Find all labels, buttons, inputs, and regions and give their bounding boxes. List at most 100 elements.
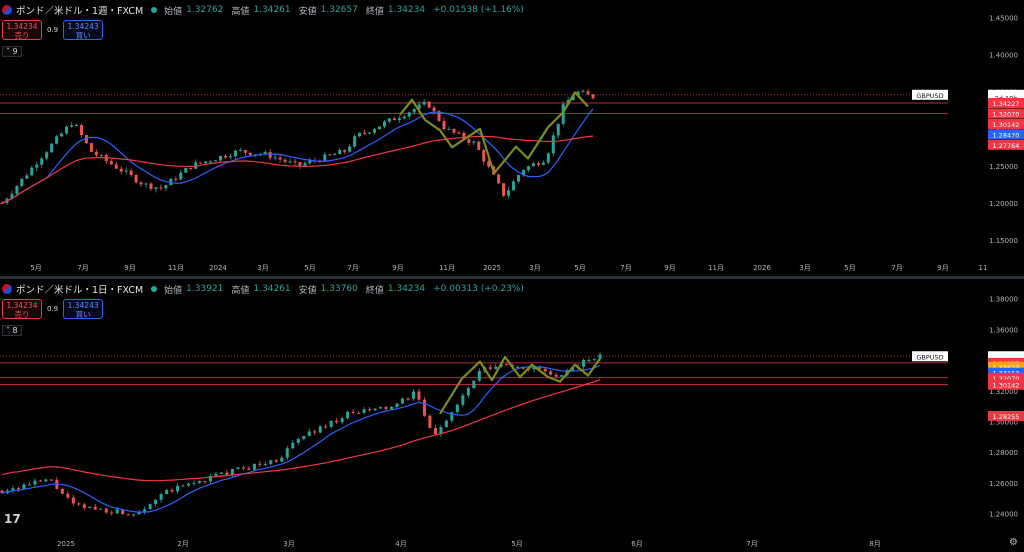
candle[interactable]: [517, 175, 521, 182]
candle[interactable]: [368, 409, 372, 411]
candle[interactable]: [560, 375, 564, 377]
candle[interactable]: [335, 420, 339, 423]
candle[interactable]: [0, 203, 4, 205]
candle[interactable]: [461, 395, 465, 405]
candle[interactable]: [269, 460, 273, 464]
symbol-title[interactable]: ポンド／米ドル・1週・FXCM: [16, 6, 144, 17]
candle[interactable]: [137, 511, 141, 515]
candle[interactable]: [512, 181, 516, 191]
candle[interactable]: [532, 366, 536, 370]
candle[interactable]: [149, 183, 153, 189]
candle[interactable]: [447, 128, 451, 130]
candle[interactable]: [114, 164, 118, 169]
candle[interactable]: [208, 476, 212, 482]
indicator-toggle[interactable]: ˅ 8: [2, 325, 22, 336]
candle[interactable]: [586, 91, 590, 95]
candle[interactable]: [497, 174, 501, 184]
weekly-chart-svg[interactable]: 1.450001.400001.350001.300001.250001.200…: [0, 0, 1024, 276]
candle[interactable]: [323, 154, 327, 162]
candle[interactable]: [556, 123, 560, 136]
candle[interactable]: [291, 442, 295, 449]
candle[interactable]: [225, 472, 229, 476]
candle[interactable]: [280, 457, 284, 462]
candle[interactable]: [472, 141, 476, 143]
candle[interactable]: [505, 363, 509, 365]
candle[interactable]: [159, 187, 163, 189]
candle[interactable]: [285, 448, 289, 458]
candle[interactable]: [44, 479, 48, 482]
candle[interactable]: [248, 152, 252, 156]
candle[interactable]: [411, 391, 415, 399]
candle[interactable]: [373, 408, 377, 411]
candle[interactable]: [296, 439, 300, 443]
candle[interactable]: [313, 431, 317, 433]
candle[interactable]: [15, 186, 19, 194]
candle[interactable]: [11, 488, 15, 491]
candle[interactable]: [406, 398, 410, 400]
candle[interactable]: [442, 121, 446, 129]
candle[interactable]: [554, 374, 558, 377]
candle[interactable]: [384, 407, 388, 410]
candle[interactable]: [124, 170, 128, 172]
candle[interactable]: [170, 489, 174, 492]
candle[interactable]: [238, 150, 242, 152]
candle[interactable]: [417, 104, 421, 110]
candle[interactable]: [455, 404, 459, 413]
candle[interactable]: [466, 388, 470, 396]
candle[interactable]: [84, 135, 88, 144]
candle[interactable]: [526, 166, 530, 171]
candle[interactable]: [65, 126, 69, 134]
candle[interactable]: [507, 190, 511, 196]
candle[interactable]: [338, 149, 342, 155]
candle[interactable]: [10, 193, 14, 199]
candle[interactable]: [302, 435, 306, 440]
candle[interactable]: [223, 155, 227, 158]
candle[interactable]: [66, 493, 70, 498]
candle[interactable]: [49, 479, 53, 481]
candle[interactable]: [422, 101, 426, 105]
candle[interactable]: [541, 162, 545, 165]
candle[interactable]: [437, 111, 441, 122]
candle[interactable]: [252, 463, 256, 470]
candle[interactable]: [582, 359, 586, 367]
candle[interactable]: [576, 91, 580, 96]
candle[interactable]: [402, 116, 406, 119]
candle[interactable]: [99, 508, 103, 510]
candle[interactable]: [549, 371, 553, 375]
candle[interactable]: [74, 125, 78, 127]
candle[interactable]: [93, 506, 97, 510]
candle[interactable]: [94, 151, 98, 156]
candle[interactable]: [587, 359, 591, 361]
candle[interactable]: [70, 125, 74, 127]
candle[interactable]: [77, 503, 81, 505]
candle[interactable]: [219, 155, 223, 161]
candle[interactable]: [379, 407, 383, 409]
candle[interactable]: [477, 370, 481, 381]
candle[interactable]: [0, 490, 4, 494]
candle[interactable]: [571, 95, 575, 101]
candle[interactable]: [88, 506, 92, 508]
candle[interactable]: [538, 366, 542, 369]
candle[interactable]: [516, 366, 520, 368]
candle[interactable]: [273, 157, 277, 159]
candle[interactable]: [362, 409, 366, 413]
candle[interactable]: [412, 109, 416, 113]
symbol-title[interactable]: ポンド／米ドル・1日・FXCM: [16, 285, 144, 296]
candle[interactable]: [33, 480, 37, 485]
candle[interactable]: [502, 183, 506, 196]
candle[interactable]: [348, 146, 352, 152]
candle[interactable]: [308, 160, 312, 164]
candle[interactable]: [25, 175, 29, 179]
candle[interactable]: [132, 514, 136, 516]
candle[interactable]: [472, 380, 476, 389]
candle[interactable]: [16, 488, 20, 490]
candle[interactable]: [307, 431, 311, 436]
candle[interactable]: [203, 480, 207, 482]
candle[interactable]: [407, 112, 411, 117]
candle[interactable]: [450, 412, 454, 421]
candle[interactable]: [22, 484, 26, 489]
candle[interactable]: [427, 101, 431, 108]
buy-button[interactable]: 1.34243 買い: [63, 299, 104, 319]
candle[interactable]: [199, 162, 203, 164]
indicator-toggle[interactable]: ˅ 9: [2, 46, 22, 57]
